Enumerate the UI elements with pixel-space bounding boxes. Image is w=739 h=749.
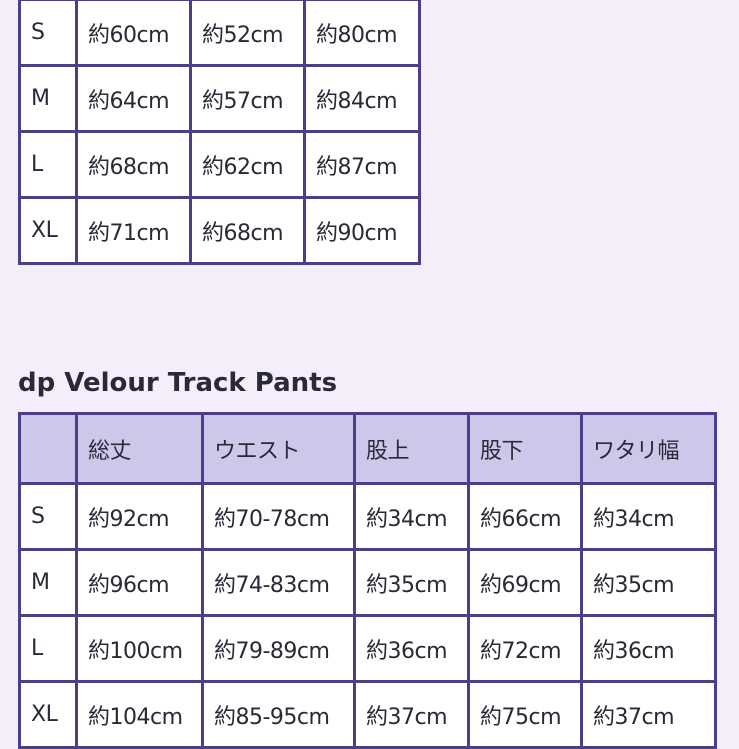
table-cell: 約37cm	[353, 680, 470, 749]
size-table-top: S 約60cm 約52cm 約80cm M 約64cm 約57cm 約84cm L 約68cm 約6…	[18, 0, 421, 265]
table-cell: 約60cm	[75, 0, 192, 67]
section-title: dp Velour Track Pants	[18, 368, 338, 398]
table-cell: 約79-89cm	[201, 614, 356, 683]
column-header: 股上	[353, 412, 470, 485]
column-header: ワタリ幅	[580, 412, 717, 485]
table-cell: 約71cm	[75, 196, 192, 265]
size-label: M	[18, 64, 78, 133]
table-cell: 約68cm	[189, 196, 306, 265]
table-cell: 約84cm	[303, 64, 421, 133]
size-label: M	[18, 548, 78, 617]
column-header: 股下	[467, 412, 583, 485]
size-label: L	[18, 614, 78, 683]
table-cell: 約35cm	[580, 548, 717, 617]
table-cell: 約62cm	[189, 130, 306, 199]
table-cell: 約68cm	[75, 130, 192, 199]
table-row: S 約92cm 約70-78cm 約34cm 約66cm 約34cm	[18, 482, 717, 551]
table-row: L 約100cm 約79-89cm 約36cm 約72cm 約36cm	[18, 614, 717, 683]
table-cell: 約72cm	[467, 614, 583, 683]
size-label: S	[18, 0, 78, 67]
table-cell: 約87cm	[303, 130, 421, 199]
column-header: 総丈	[75, 412, 204, 485]
size-label: S	[18, 482, 78, 551]
table-cell: 約52cm	[189, 0, 306, 67]
column-header: ウエスト	[201, 412, 356, 485]
table-cell: 約34cm	[580, 482, 717, 551]
table-cell: 約85-95cm	[201, 680, 356, 749]
table-cell: 約36cm	[353, 614, 470, 683]
table-cell: 約57cm	[189, 64, 306, 133]
table-cell: 約100cm	[75, 614, 204, 683]
table-cell: 約66cm	[467, 482, 583, 551]
table-row: S 約60cm 約52cm 約80cm	[18, 0, 421, 67]
table-cell: 約80cm	[303, 0, 421, 67]
table-cell: 約70-78cm	[201, 482, 356, 551]
table-cell: 約90cm	[303, 196, 421, 265]
table-row: M 約64cm 約57cm 約84cm	[18, 64, 421, 133]
size-label: XL	[18, 196, 78, 265]
table-row: XL 約71cm 約68cm 約90cm	[18, 196, 421, 265]
size-label: XL	[18, 680, 78, 749]
table-cell: 約74-83cm	[201, 548, 356, 617]
table-row: M 約96cm 約74-83cm 約35cm 約69cm 約35cm	[18, 548, 717, 617]
table-cell: 約69cm	[467, 548, 583, 617]
table-cell: 約75cm	[467, 680, 583, 749]
table-cell: 約92cm	[75, 482, 204, 551]
table-cell: 約37cm	[580, 680, 717, 749]
table-row: XL 約104cm 約85-95cm 約37cm 約75cm 約37cm	[18, 680, 717, 749]
column-header	[18, 412, 78, 485]
table-cell: 約96cm	[75, 548, 204, 617]
table-cell: 約64cm	[75, 64, 192, 133]
table-row: L 約68cm 約62cm 約87cm	[18, 130, 421, 199]
header-row: 総丈 ウエスト 股上 股下 ワタリ幅	[18, 412, 717, 485]
table-cell: 約34cm	[353, 482, 470, 551]
table-cell: 約35cm	[353, 548, 470, 617]
size-label: L	[18, 130, 78, 199]
track-pants-size-table: 総丈 ウエスト 股上 股下 ワタリ幅 S 約92cm 約70-78cm 約34cm 約66cm 約…	[18, 412, 717, 749]
table-cell: 約104cm	[75, 680, 204, 749]
table-cell: 約36cm	[580, 614, 717, 683]
